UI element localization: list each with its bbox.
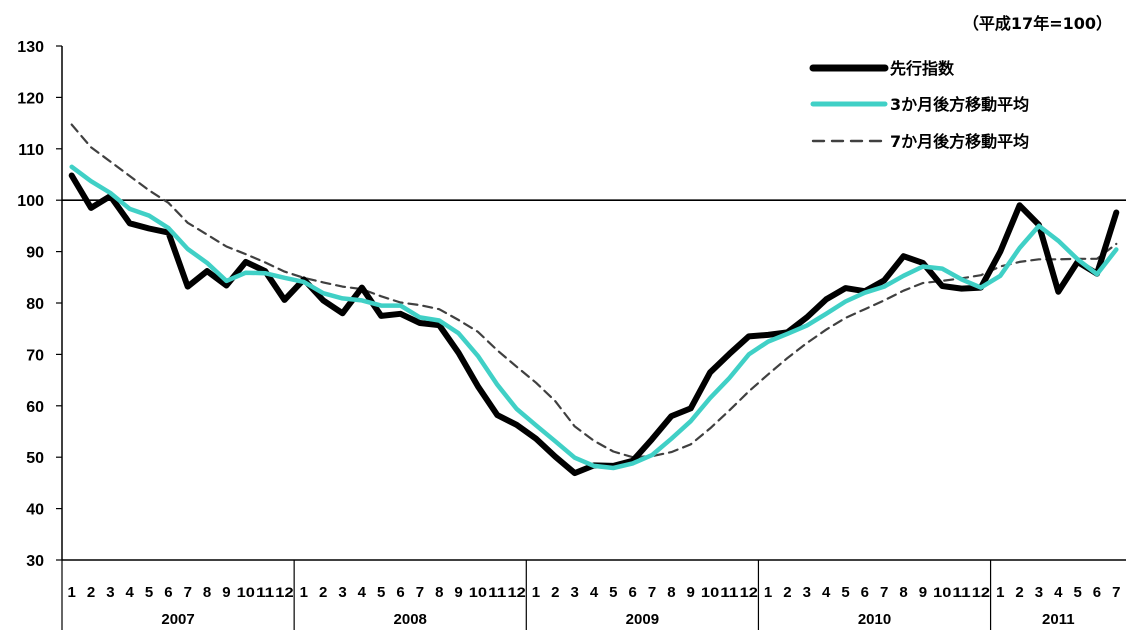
x-month-label: 7 [416, 584, 424, 601]
x-month-label: 9 [454, 584, 462, 601]
series-group [68, 123, 1120, 477]
x-month-label: 4 [358, 584, 367, 601]
series-line-0 [68, 172, 1120, 477]
x-axis-ticks: 1 2 3 4 5 6 7 8 9 10 11 12 1 2 3 4 5 6 7 8 9 10 11 12 1 2 3 4 5 6 7 8 9 1… [61, 560, 1120, 630]
x-month-label: 3 [1035, 584, 1043, 601]
y-tick-label: 50 [26, 450, 44, 467]
legend-label: 7か月後方移動平均 [890, 132, 1029, 151]
x-month-label: 1 [996, 584, 1004, 601]
y-tick-label: 110 [18, 142, 44, 159]
y-tick-label: 90 [26, 245, 44, 262]
x-month-label: 10 [933, 584, 952, 600]
year-label: 2010 [858, 611, 891, 628]
unit-note: （平成17年=100） [963, 14, 1112, 33]
x-month-label: 12 [275, 584, 294, 600]
x-month-label: 8 [203, 584, 211, 601]
x-month-label: 10 [469, 584, 488, 600]
x-month-label: 3 [106, 584, 114, 601]
x-month-label: 7 [184, 584, 192, 601]
x-month-label: 5 [1073, 584, 1081, 601]
x-month-label: 6 [164, 584, 172, 601]
x-month-label: 6 [396, 584, 404, 601]
x-month-label: 3 [338, 584, 346, 601]
x-month-label: 11 [720, 584, 739, 600]
x-month-label: 11 [488, 584, 507, 600]
x-month-label: 11 [952, 584, 971, 600]
x-month-label: 10 [701, 584, 720, 600]
x-month-label: 9 [222, 584, 230, 601]
x-month-label: 4 [590, 584, 599, 601]
x-month-label: 3 [803, 584, 811, 601]
x-month-label: 3 [570, 584, 578, 601]
x-month-label: 12 [507, 584, 526, 600]
x-month-label: 1 [764, 584, 772, 601]
x-month-label: 7 [880, 584, 888, 601]
y-tick-label: 40 [26, 502, 44, 519]
x-month-label: 5 [377, 584, 385, 601]
x-month-label: 5 [609, 584, 617, 601]
x-month-label: 8 [435, 584, 443, 601]
x-month-label: 2 [1015, 584, 1023, 601]
x-month-label: 2 [783, 584, 791, 601]
x-month-label: 1 [300, 584, 308, 601]
y-tick-label: 80 [26, 296, 44, 313]
series-line-2 [70, 123, 1118, 459]
x-month-label: 6 [861, 584, 869, 601]
x-month-label: 11 [256, 584, 275, 600]
x-month-label: 7 [648, 584, 656, 601]
year-label: 2009 [626, 611, 659, 628]
y-tick-label: 130 [17, 39, 44, 56]
year-label: 2008 [394, 611, 427, 628]
y-tick-label: 120 [17, 90, 44, 107]
x-month-label: 1 [68, 584, 76, 601]
x-month-label: 4 [126, 584, 135, 601]
y-axis-ticks: 30 40 50 60 70 80 90 100 110 120 130 [17, 39, 62, 570]
x-month-label: 2 [87, 584, 95, 601]
legend-label: 先行指数 [890, 59, 955, 78]
legend-label: 3か月後方移動平均 [890, 95, 1029, 114]
year-label: 2007 [161, 611, 194, 628]
y-tick-label: 100 [17, 193, 44, 210]
x-month-label: 9 [687, 584, 695, 601]
x-month-label: 4 [822, 584, 831, 601]
x-month-label: 1 [532, 584, 540, 601]
x-month-label: 4 [1054, 584, 1063, 601]
x-month-label: 6 [1093, 584, 1101, 601]
x-month-label: 5 [145, 584, 153, 601]
x-month-label: 12 [740, 584, 759, 600]
x-month-label: 8 [899, 584, 907, 601]
y-tick-label: 30 [26, 553, 44, 570]
x-month-label: 10 [237, 584, 256, 600]
x-month-label: 12 [972, 584, 991, 600]
x-month-label: 5 [841, 584, 849, 601]
y-tick-label: 60 [26, 399, 44, 416]
x-month-label: 2 [551, 584, 559, 601]
legend: 先行指数 3か月後方移動平均 7か月後方移動平均 [809, 59, 1029, 151]
plot-frame [61, 46, 1126, 561]
x-month-label: 7 [1112, 584, 1120, 601]
x-month-label: 6 [629, 584, 637, 601]
x-month-label: 2 [319, 584, 327, 601]
series-line-1 [69, 164, 1119, 471]
x-month-label: 8 [667, 584, 675, 601]
year-label: 2011 [1042, 611, 1075, 628]
x-month-label: 9 [919, 584, 927, 601]
y-tick-label: 70 [26, 347, 44, 364]
